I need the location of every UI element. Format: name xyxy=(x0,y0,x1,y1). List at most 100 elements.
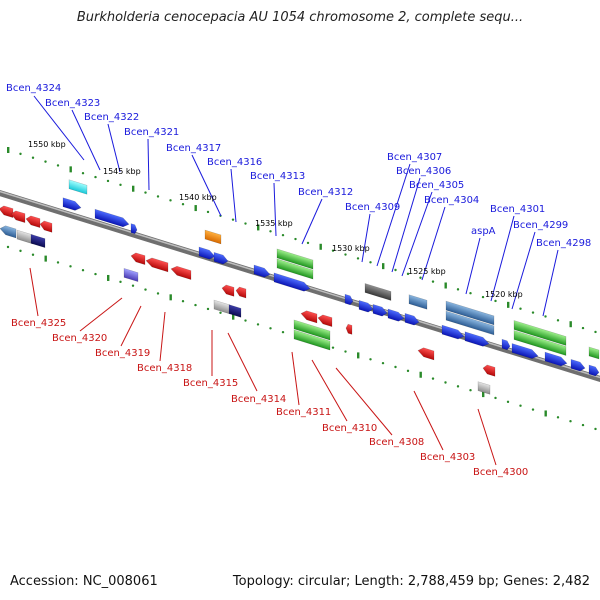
tick-mark xyxy=(194,205,197,212)
leader-line xyxy=(361,213,371,263)
gene-arrow-icon[interactable] xyxy=(408,294,428,310)
gene-arrow-icon[interactable] xyxy=(145,256,169,273)
gene-arrow-icon[interactable] xyxy=(588,364,600,377)
gene-label[interactable]: Bcen_4320 xyxy=(52,333,107,344)
gene-arrow-icon[interactable] xyxy=(62,197,82,213)
gene-shape xyxy=(10,210,26,223)
gene-label[interactable]: Bcen_4308 xyxy=(369,437,424,448)
gene-label[interactable]: Bcen_4319 xyxy=(95,348,150,359)
gene-arrow-icon[interactable] xyxy=(39,220,53,233)
gene-shape xyxy=(570,359,586,372)
gene-arrow-icon[interactable] xyxy=(25,214,41,228)
gene-label[interactable]: Bcen_4316 xyxy=(207,157,262,168)
gene-label[interactable]: Bcen_4323 xyxy=(45,98,100,109)
gene-arrow-icon[interactable] xyxy=(293,319,331,351)
gene-label[interactable]: Bcen_4310 xyxy=(322,423,377,434)
gene-label[interactable]: Bcen_4315 xyxy=(183,378,238,389)
tick-dot xyxy=(594,330,597,334)
gene-label[interactable]: Bcen_4298 xyxy=(536,238,591,249)
gene-shape xyxy=(445,300,495,326)
gene-arrow-icon[interactable] xyxy=(570,359,586,372)
gene-label[interactable]: Bcen_4324 xyxy=(6,83,61,94)
tick-dot xyxy=(444,381,447,384)
gene-label[interactable]: Bcen_4309 xyxy=(345,202,400,213)
gene-label[interactable]: Bcen_4317 xyxy=(166,143,221,154)
leader-line xyxy=(391,177,421,273)
gene-label[interactable]: Bcen_4321 xyxy=(124,127,179,138)
gene-label[interactable]: Bcen_4325 xyxy=(11,318,66,329)
gene-arrow-icon[interactable] xyxy=(358,300,374,313)
gene-shape xyxy=(445,310,495,336)
gene-arrow-icon[interactable] xyxy=(276,248,314,280)
gene-arrow-icon[interactable] xyxy=(464,331,490,348)
gene-arrow-icon[interactable] xyxy=(30,234,46,248)
gene-label[interactable]: Bcen_4301 xyxy=(490,204,545,215)
gene-arrow-icon[interactable] xyxy=(94,208,130,229)
gene-arrow-icon[interactable] xyxy=(445,300,495,336)
gene-arrow-icon[interactable] xyxy=(221,284,235,297)
gene-label[interactable]: Bcen_4300 xyxy=(473,467,528,478)
gene-arrow-icon[interactable] xyxy=(404,313,420,326)
gene-arrow-icon[interactable] xyxy=(0,224,17,239)
gene-label[interactable]: Bcen_4322 xyxy=(84,112,139,123)
leader-line xyxy=(335,367,393,436)
gene-label[interactable]: Bcen_4306 xyxy=(396,166,451,177)
gene-label[interactable]: Bcen_4312 xyxy=(298,187,353,198)
gene-arrow-icon[interactable] xyxy=(544,351,568,368)
gene-arrow-icon[interactable] xyxy=(273,272,311,293)
gene-shape xyxy=(213,252,229,265)
gene-arrow-icon[interactable] xyxy=(501,338,511,351)
gene-label[interactable]: Bcen_4304 xyxy=(424,195,479,206)
gene-arrow-icon[interactable] xyxy=(253,264,271,279)
gene-label[interactable]: Bcen_4318 xyxy=(137,363,192,374)
gene-arrow-icon[interactable] xyxy=(588,346,600,360)
gene-arrow-icon[interactable] xyxy=(417,346,435,361)
gene-arrow-icon[interactable] xyxy=(482,364,496,377)
gene-arrow-icon[interactable] xyxy=(204,229,222,245)
gene-arrow-icon[interactable] xyxy=(513,320,567,356)
gene-arrow-icon[interactable] xyxy=(213,252,229,265)
tick-dot xyxy=(269,230,272,233)
gene-arrow-icon[interactable] xyxy=(387,308,405,323)
gene-arrow-icon[interactable] xyxy=(10,209,26,223)
gene-label[interactable]: Bcen_4314 xyxy=(231,394,286,405)
gene-arrow-icon[interactable] xyxy=(372,304,388,317)
leader-line xyxy=(413,390,444,451)
gene-arrow-icon[interactable] xyxy=(364,283,392,301)
gene-arrow-icon[interactable] xyxy=(300,309,318,324)
gene-arrow-icon[interactable] xyxy=(344,293,354,306)
gene-arrow-icon[interactable] xyxy=(198,246,216,261)
gene-label[interactable]: aspA xyxy=(471,226,496,237)
gene-label[interactable]: Bcen_4303 xyxy=(420,452,475,463)
gene-arrow-icon[interactable] xyxy=(170,264,192,280)
gene-label[interactable]: Bcen_4305 xyxy=(409,180,464,191)
tick-dot xyxy=(431,377,435,380)
gene-arrow-icon[interactable] xyxy=(235,286,247,299)
gene-label[interactable]: Bcen_4313 xyxy=(250,171,305,182)
gene-arrow-icon[interactable] xyxy=(441,324,465,341)
gene-arrow-icon[interactable] xyxy=(0,204,14,218)
gene-arrow-icon[interactable] xyxy=(345,323,353,335)
gene-label[interactable]: Bcen_4311 xyxy=(276,407,331,418)
tick-dot xyxy=(94,272,97,276)
gene-shape xyxy=(276,248,314,270)
leader-line xyxy=(477,408,497,466)
gene-arrow-icon[interactable] xyxy=(130,251,146,265)
gene-shape xyxy=(300,310,318,324)
tick-dot xyxy=(456,288,460,291)
gene-arrow-icon[interactable] xyxy=(477,381,491,395)
gene-label[interactable]: Bcen_4307 xyxy=(387,152,442,163)
gene-arrow-icon[interactable] xyxy=(213,299,231,315)
tick-dot xyxy=(406,369,410,373)
gene-arrow-icon[interactable] xyxy=(130,223,138,235)
leader-line xyxy=(542,249,559,317)
gene-shape xyxy=(417,347,435,361)
gene-arrow-icon[interactable] xyxy=(228,304,242,318)
gene-label[interactable]: Bcen_4299 xyxy=(513,220,568,231)
gene-arrow-icon[interactable] xyxy=(68,179,88,195)
gene-arrow-icon[interactable] xyxy=(16,229,34,245)
gene-arrow-icon[interactable] xyxy=(317,313,333,327)
leader-line xyxy=(490,215,515,302)
gene-arrow-icon[interactable] xyxy=(511,343,539,360)
gene-arrow-icon[interactable] xyxy=(123,268,139,282)
